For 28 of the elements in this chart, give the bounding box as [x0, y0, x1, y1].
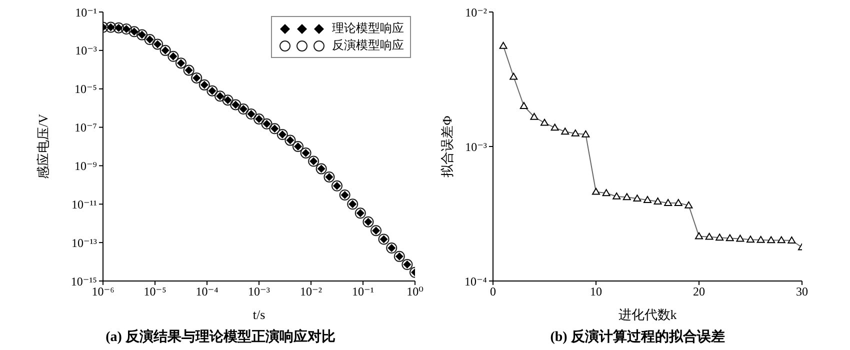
y-tick-label: 10⁻³: [75, 44, 98, 58]
y-axis-title: 感应电压/V: [36, 113, 51, 179]
x-tick-label: 10⁻³: [248, 284, 270, 299]
y-tick-label: 10⁻²: [465, 5, 488, 20]
y-tick-label: 10⁻³: [465, 140, 488, 154]
text: (b) 反演计算过程的拟合误差: [549, 328, 726, 346]
x-tick-label: 30: [796, 284, 808, 299]
y-tick-label: 10⁻⁷: [74, 120, 97, 135]
x-tick-label: 0: [490, 284, 496, 299]
x-tick-label: 10⁰: [406, 284, 424, 299]
x-tick-label: 10: [590, 284, 602, 299]
x-tick-label: 10⁻²: [300, 284, 322, 299]
y-tick-label: 10⁻¹: [75, 5, 98, 20]
y-tick-label: 10⁻⁴: [464, 274, 487, 288]
y-tick-label: 10⁻⁵: [74, 82, 97, 96]
legend-label: 反演模型响应: [332, 37, 404, 54]
y-tick-label: 10⁻¹¹: [71, 197, 98, 212]
x-axis-title: t/s: [252, 307, 266, 322]
x-tick-label: 10⁻⁴: [196, 284, 218, 299]
x-tick-label: 10⁻⁵: [144, 284, 166, 299]
x-tick-label: 10⁻¹: [352, 284, 374, 299]
legend-label: 理论模型响应: [332, 20, 404, 37]
y-tick-label: 10⁻¹³: [71, 236, 98, 250]
y-tick-label: 10⁻⁹: [74, 158, 97, 173]
x-tick-label: 20: [693, 284, 705, 299]
y-axis-title: 拟合误差Φ: [440, 115, 455, 178]
text: (a) 反演结果与理论模型正演响应对比: [104, 328, 336, 346]
x-axis-title: 进化代数k: [618, 307, 678, 322]
